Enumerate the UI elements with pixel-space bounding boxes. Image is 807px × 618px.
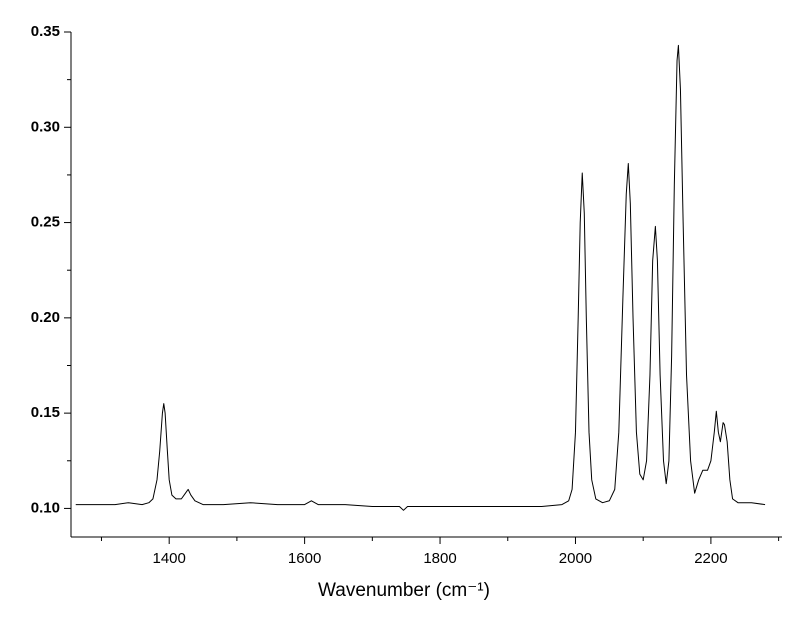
y-tick-label: 0.35 [31,23,60,40]
x-tick-label: 1600 [288,550,321,567]
x-tick-label: 2000 [559,550,592,567]
y-tick-label: 0.10 [31,499,60,516]
x-axis-title: Wavenumber (cm⁻¹) [318,580,490,601]
y-tick-label: 0.25 [31,214,60,231]
y-tick-label: 0.15 [31,404,60,421]
y-tick-label: 0.30 [31,118,60,135]
x-tick-label: 2200 [694,550,727,567]
x-tick-label: 1400 [152,550,185,567]
spectrum-line [75,44,766,511]
y-tick-label: 0.20 [31,309,60,326]
x-tick-label: 1800 [423,550,456,567]
